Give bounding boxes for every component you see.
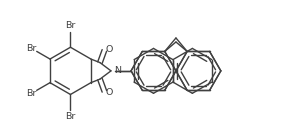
Text: N: N bbox=[114, 66, 121, 75]
Text: Br: Br bbox=[65, 21, 76, 30]
Text: Br: Br bbox=[65, 112, 76, 121]
Text: Br: Br bbox=[26, 44, 36, 53]
Text: O: O bbox=[106, 88, 113, 97]
Text: Br: Br bbox=[26, 89, 36, 98]
Text: O: O bbox=[106, 45, 113, 54]
